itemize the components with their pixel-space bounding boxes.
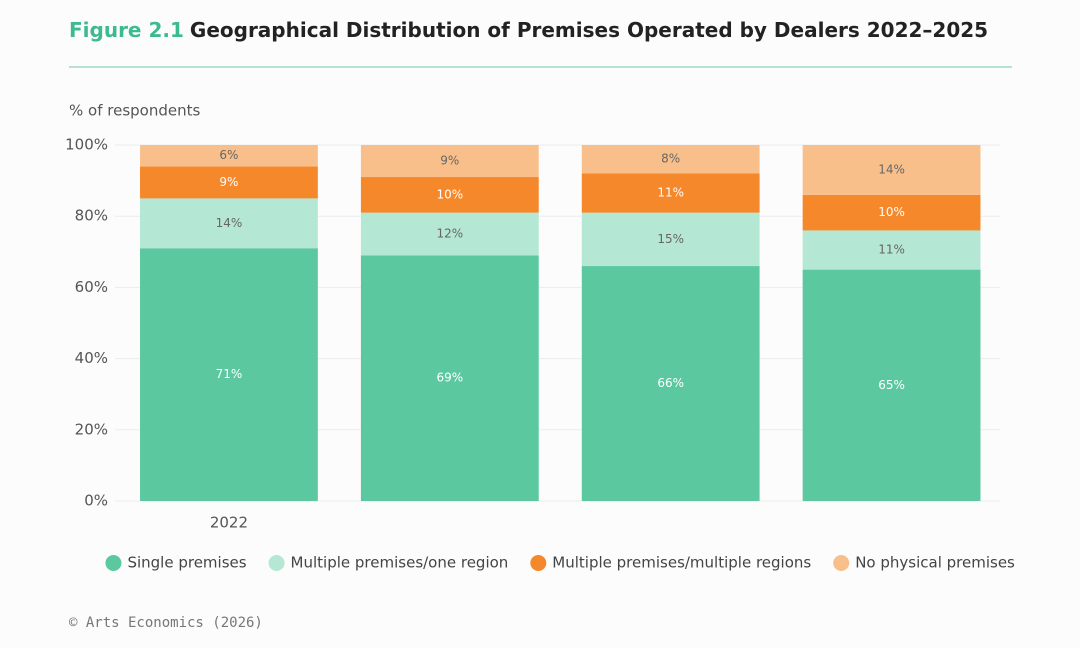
legend-label: Single premises bbox=[127, 554, 246, 572]
bar-segment bbox=[802, 230, 981, 270]
data-label: 15% bbox=[657, 232, 684, 246]
bar-segment bbox=[360, 212, 539, 256]
data-label: 6% bbox=[219, 148, 238, 162]
bar-segment bbox=[140, 248, 318, 501]
figure-label: Figure 2.1 bbox=[69, 18, 184, 42]
y-tick-label: 40% bbox=[75, 349, 108, 367]
bar-segment bbox=[581, 145, 760, 174]
bar-segment bbox=[140, 198, 318, 249]
data-label: 11% bbox=[657, 186, 684, 200]
bar-segment bbox=[802, 269, 981, 501]
y-axis-label: % of respondents bbox=[69, 102, 200, 120]
footer: © Arts Economics (2026) bbox=[69, 615, 263, 631]
legend-label: Multiple premises/multiple regions bbox=[552, 554, 811, 572]
y-tick-label: 0% bbox=[84, 492, 108, 510]
bar-segment bbox=[802, 194, 981, 231]
y-tick-label: 60% bbox=[75, 278, 108, 296]
data-label: 14% bbox=[216, 216, 243, 230]
legend-swatch bbox=[105, 555, 122, 571]
legend: Single premises Multiple premises/one reg… bbox=[105, 554, 1015, 572]
y-tick-label: 100% bbox=[65, 136, 108, 154]
bar-segment bbox=[140, 166, 318, 199]
x-tick-label: 2022 bbox=[210, 514, 248, 532]
bar-segment bbox=[140, 145, 318, 167]
y-tick-label: 20% bbox=[75, 420, 108, 438]
legend-label: Multiple premises/one region bbox=[291, 554, 509, 572]
data-label: 14% bbox=[878, 162, 905, 176]
data-label: 71% bbox=[216, 367, 243, 381]
bar-segment bbox=[360, 255, 539, 501]
legend-swatch bbox=[268, 555, 285, 571]
data-label: 10% bbox=[878, 205, 905, 219]
bar-segment bbox=[581, 266, 760, 501]
data-label: 12% bbox=[436, 227, 463, 241]
data-label: 10% bbox=[436, 187, 463, 201]
chart-title: Figure 2.1 Geographical Distribution of P… bbox=[69, 18, 988, 42]
y-tick-label: 80% bbox=[75, 207, 108, 225]
data-label: 11% bbox=[878, 243, 905, 257]
data-label: 8% bbox=[661, 152, 680, 166]
data-label: 66% bbox=[657, 376, 684, 390]
bar-segment bbox=[581, 173, 760, 213]
bar-segment bbox=[360, 177, 539, 213]
data-label: 69% bbox=[436, 371, 463, 385]
bar-segment bbox=[802, 145, 981, 195]
legend-swatch bbox=[530, 555, 547, 571]
data-label: 9% bbox=[219, 175, 238, 189]
legend-label: No physical premises bbox=[855, 554, 1015, 572]
legend-swatch bbox=[833, 555, 850, 571]
data-label: 9% bbox=[440, 154, 459, 168]
data-label: 65% bbox=[878, 378, 905, 392]
title-text: Geographical Distribution of Premises Op… bbox=[190, 18, 988, 42]
bar-segment bbox=[360, 145, 539, 178]
bar-segment bbox=[581, 212, 760, 267]
